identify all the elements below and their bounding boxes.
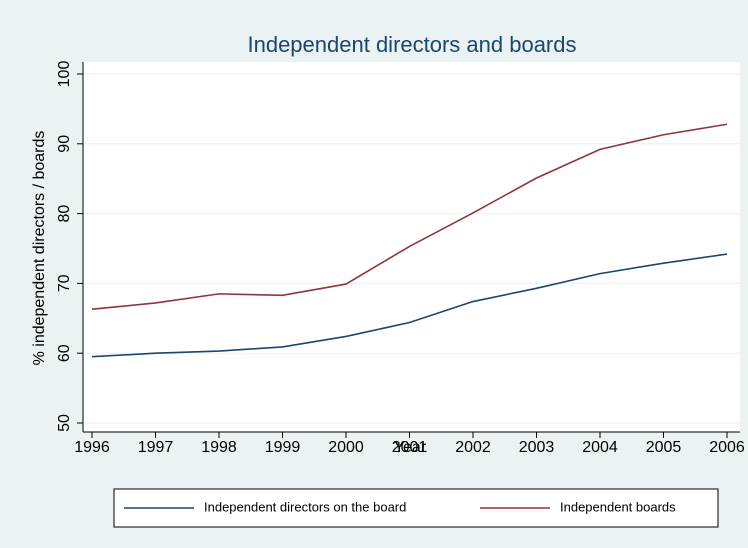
y-tick-label: 70	[56, 274, 73, 292]
x-tick-label: 1999	[265, 439, 301, 456]
x-tick-label: 2003	[519, 439, 555, 456]
series-line	[91, 123, 728, 311]
series-line	[91, 253, 728, 358]
chart-title: Independent directors and boards	[247, 32, 576, 57]
legend-label: Independent boards	[560, 499, 676, 514]
y-tick-label: 90	[56, 135, 73, 153]
y-axis-label: % independent directors / boards	[31, 131, 48, 366]
x-tick-label: 2005	[646, 439, 682, 456]
x-tick-label: 2004	[582, 439, 618, 456]
x-tick-label: 2001	[392, 439, 428, 456]
y-tick-label: 100	[56, 61, 73, 88]
y-tick-label: 80	[56, 205, 73, 223]
legend	[113, 488, 719, 528]
x-tick-label: 1998	[201, 439, 237, 456]
legend-label: Independent directors on the board	[204, 499, 406, 514]
x-tick-label: 1996	[74, 439, 110, 456]
x-tick-label: 2006	[709, 439, 745, 456]
x-tick-label: 2002	[455, 439, 491, 456]
x-tick-label: 2000	[328, 439, 364, 456]
y-tick-label: 50	[56, 414, 73, 432]
y-tick-label: 60	[56, 344, 73, 362]
x-tick-label: 1997	[138, 439, 174, 456]
plot-area	[83, 62, 740, 432]
x-axis-label: Year	[394, 439, 427, 456]
